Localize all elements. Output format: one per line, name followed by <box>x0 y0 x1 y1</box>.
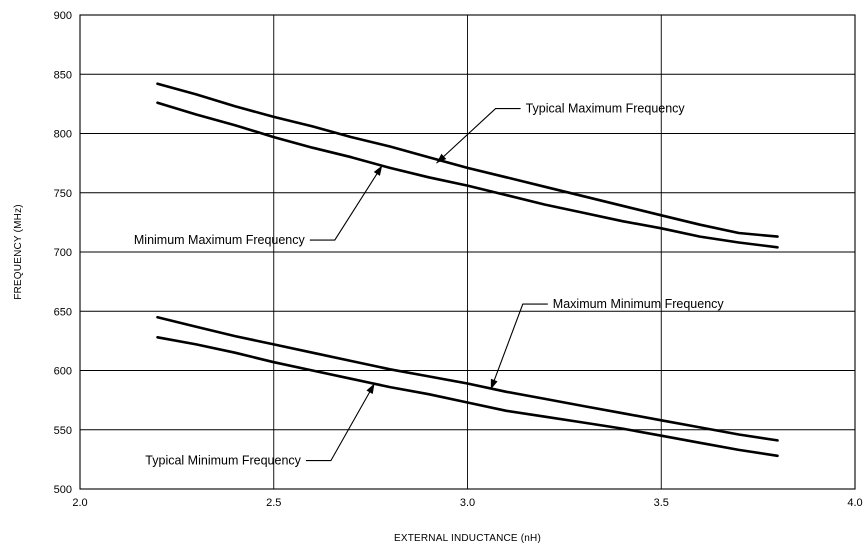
minimum-maximum-frequency-line <box>156 101 779 249</box>
x-tick-label: 4.0 <box>847 497 862 509</box>
typical-maximum-frequency-line <box>156 82 779 238</box>
x-tick-label: 3.0 <box>460 497 475 509</box>
y-tick-label: 750 <box>54 188 72 200</box>
annotation-arrowhead <box>490 378 498 390</box>
grid-lines <box>80 15 855 489</box>
y-tick-label: 800 <box>54 129 72 141</box>
plot-area-frame <box>79 14 856 490</box>
y-tick-label: 650 <box>54 306 72 318</box>
y-tick-label: 700 <box>54 247 72 259</box>
annotation-arrowhead <box>373 165 383 176</box>
y-tick-label: 550 <box>54 425 72 437</box>
x-tick-label: 2.0 <box>72 497 87 509</box>
x-tick-label: 3.5 <box>654 497 669 509</box>
y-tick-label: 900 <box>54 10 72 22</box>
typical-maximum-frequency-label: Typical Maximum Frequency <box>526 102 686 116</box>
y-tick-label: 600 <box>54 366 72 378</box>
maximum-minimum-frequency-line <box>156 315 779 442</box>
minimum-maximum-frequency-label: Minimum Maximum Frequency <box>134 233 306 247</box>
annotation-arrowhead <box>436 153 447 164</box>
x-tick-label: 2.5 <box>266 497 281 509</box>
annotation-leader-line <box>309 165 383 241</box>
annotation-leader-line <box>490 303 548 390</box>
annotation-leader-line <box>436 108 521 164</box>
y-axis-title: FREQUENCY (MHz) <box>13 204 24 300</box>
y-tick-label: 500 <box>54 484 72 496</box>
annotation-leader-line <box>305 383 375 462</box>
y-tick-label: 850 <box>54 69 72 81</box>
annotation-arrowhead <box>366 383 375 394</box>
series-curves <box>156 82 779 458</box>
tick-labels: 2.0 2.5 3.0 3.5 4.0 500 550 600 650 700 750 800 850 9… <box>54 10 863 509</box>
x-axis-title: EXTERNAL INDUCTANCE (nH) <box>394 533 541 544</box>
typical-minimum-frequency-label: Typical Minimum Frequency <box>145 454 301 468</box>
typical-minimum-frequency-line <box>156 336 779 458</box>
series-annotations: Typical Maximum Frequency Minimum Maximum… <box>134 102 725 468</box>
maximum-minimum-frequency-label: Maximum Minimum Frequency <box>553 297 725 311</box>
